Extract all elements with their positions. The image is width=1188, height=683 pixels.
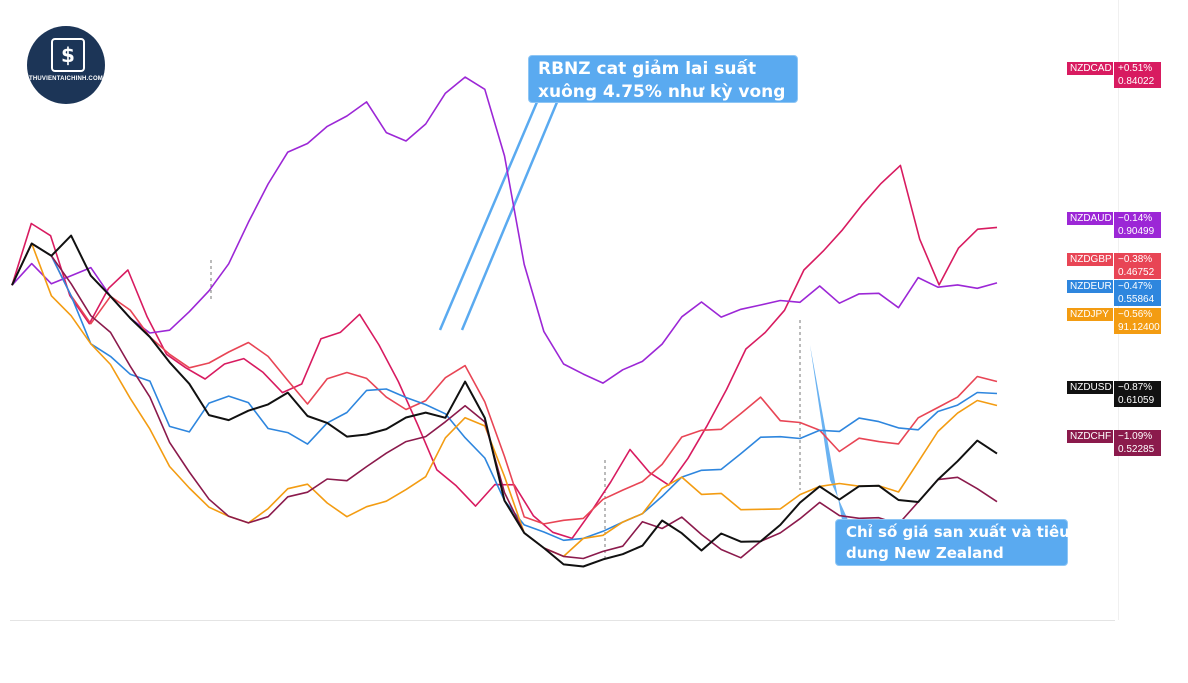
legend-change: −0.56% bbox=[1114, 308, 1161, 321]
rbnz-line-2: xuông 4.75% như kỳ vong bbox=[538, 82, 786, 102]
legend-change: −0.87% bbox=[1114, 381, 1161, 394]
cpi-annotation: Chỉ số giá san xuất và tiêu dung New Zea… bbox=[835, 519, 1070, 566]
legend-value: 0.55864 bbox=[1114, 293, 1161, 306]
legend-value: 0.61059 bbox=[1114, 394, 1161, 407]
series-line-nzdchf bbox=[11, 242, 998, 560]
brand-logo: $ THUVIENTAICHINH.COM bbox=[27, 26, 105, 104]
series-line-nzdgbp bbox=[11, 242, 998, 525]
legend-value: 0.46752 bbox=[1114, 266, 1161, 279]
legend-change: −0.14% bbox=[1114, 212, 1161, 225]
series-line-nzdcad bbox=[11, 164, 998, 540]
legend-symbol: NZDJPY bbox=[1067, 308, 1113, 321]
legend-change: +0.51% bbox=[1114, 62, 1161, 75]
x-axis-line bbox=[10, 620, 1115, 621]
rbnz-line-1: RBNZ cat giảm lai suất bbox=[538, 59, 757, 79]
series-line-nzdjpy bbox=[11, 242, 998, 558]
rbnz-pointer-2 bbox=[460, 94, 562, 331]
legend-value: 0.52285 bbox=[1114, 443, 1161, 456]
rbnz-pointer-1 bbox=[438, 94, 542, 331]
legend-symbol: NZDEUR bbox=[1067, 280, 1113, 293]
legend-value: 91.12400 bbox=[1114, 321, 1161, 334]
legend-symbol: NZDCHF bbox=[1067, 430, 1113, 443]
series-line-nzdeur bbox=[11, 242, 998, 542]
legend-symbol: NZDUSD bbox=[1067, 381, 1113, 394]
logo-text: THUVIENTAICHINH.COM bbox=[28, 76, 104, 82]
legend-value: 0.84022 bbox=[1114, 75, 1161, 88]
legend-symbol: NZDCAD bbox=[1067, 62, 1113, 75]
legend-change: −0.38% bbox=[1114, 253, 1161, 266]
cpi-line-1: Chỉ số giá san xuất và tiêu bbox=[846, 523, 1070, 541]
cpi-line-2: dung New Zealand bbox=[846, 544, 1004, 562]
legend-symbol: NZDGBP bbox=[1067, 253, 1113, 266]
legend-symbol: NZDAUD bbox=[1067, 212, 1113, 225]
legend-change: −0.47% bbox=[1114, 280, 1161, 293]
series-line-nzdaud bbox=[11, 76, 998, 384]
series-line-nzdusd bbox=[11, 234, 998, 568]
legend-value: 0.90499 bbox=[1114, 225, 1161, 238]
rbnz-annotation: RBNZ cat giảm lai suất xuông 4.75% như k… bbox=[528, 55, 798, 103]
dollar-book-icon: $ bbox=[51, 38, 85, 72]
legend-change: −1.09% bbox=[1114, 430, 1161, 443]
